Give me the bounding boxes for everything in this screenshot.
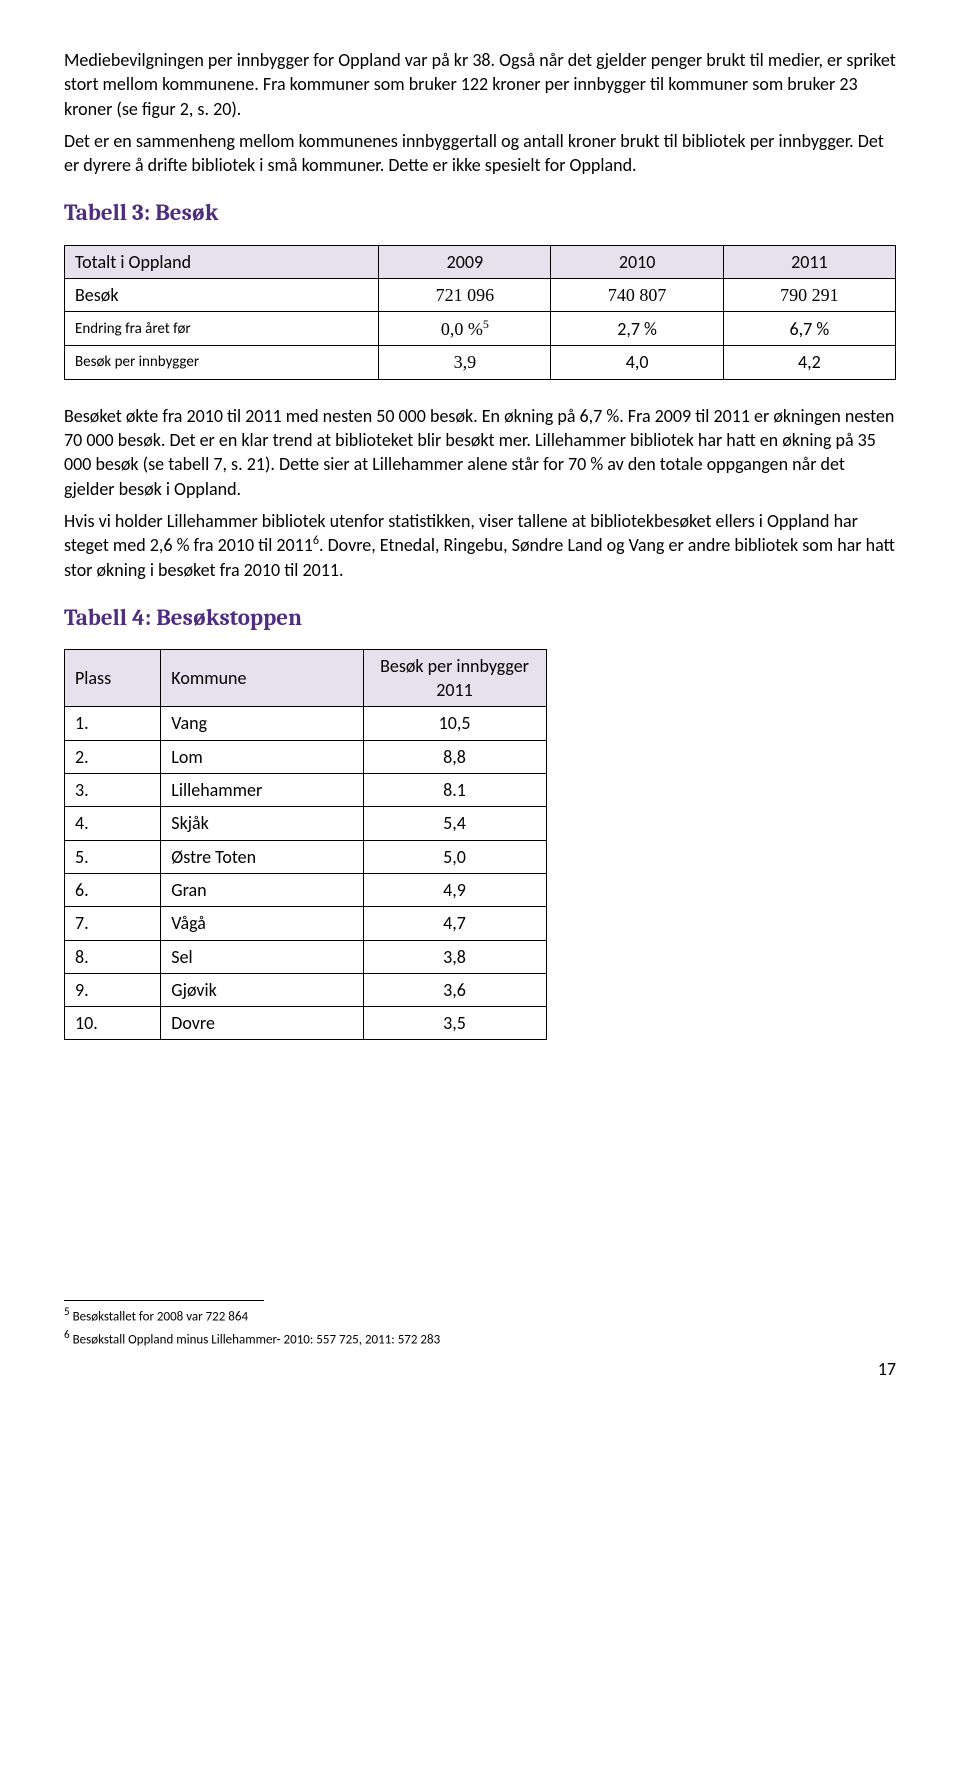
t4-cell-plass: 3. <box>65 774 161 807</box>
t4-cell-plass: 6. <box>65 873 161 906</box>
t4-cell-plass: 1. <box>65 707 161 740</box>
middle-paragraphs: Besøket økte fra 2010 til 2011 med neste… <box>64 404 896 582</box>
t4-cell-plass: 5. <box>65 840 161 873</box>
t4-cell-value: 5,4 <box>363 807 546 840</box>
t4-cell-kommune: Vågå <box>161 907 363 940</box>
t4-cell-value: 3,5 <box>363 1007 546 1040</box>
footnote-6: 6Besøkstall Oppland minus Lillehammer- 2… <box>64 1328 896 1349</box>
t3-r2-label: Besøk per innbygger <box>65 346 379 379</box>
t4-h0: Plass <box>65 649 161 707</box>
t3-r0-v2: 790 291 <box>723 278 895 311</box>
table-row: Endring fra året før 0,0 %5 2,7 % 6,7 % <box>65 312 896 346</box>
t3-h0: Totalt i Oppland <box>65 245 379 278</box>
footnote-ref-5: 5 <box>483 317 489 331</box>
table4: Plass Kommune Besøk per innbygger 2011 1… <box>64 649 547 1041</box>
t3-r0-v0: 721 096 <box>379 278 551 311</box>
intro-paragraphs: Mediebevilgningen per innbygger for Oppl… <box>64 48 896 177</box>
t3-r1-v2: 6,7 % <box>723 312 895 346</box>
t4-cell-plass: 2. <box>65 740 161 773</box>
t4-cell-value: 4,9 <box>363 873 546 906</box>
table-row: 4.Skjåk5,4 <box>65 807 547 840</box>
t3-r0-label: Besøk <box>65 278 379 311</box>
t3-h1: 2009 <box>379 245 551 278</box>
t4-cell-value: 10,5 <box>363 707 546 740</box>
t3-r1-v1: 2,7 % <box>551 312 723 346</box>
t4-cell-plass: 8. <box>65 940 161 973</box>
intro-p2: Det er en sammenheng mellom kommunenes i… <box>64 129 896 178</box>
table-row: 5.Østre Toten5,0 <box>65 840 547 873</box>
t4-cell-kommune: Vang <box>161 707 363 740</box>
t4-cell-plass: 10. <box>65 1007 161 1040</box>
table-row: 8.Sel3,8 <box>65 940 547 973</box>
table4-header-row: Plass Kommune Besøk per innbygger 2011 <box>65 649 547 707</box>
table3-header-row: Totalt i Oppland 2009 2010 2011 <box>65 245 896 278</box>
table-row: Besøk per innbygger 3,9 4,0 4,2 <box>65 346 896 379</box>
table-row: 2.Lom8,8 <box>65 740 547 773</box>
t4-h2: Besøk per innbygger 2011 <box>363 649 546 707</box>
t3-h3: 2011 <box>723 245 895 278</box>
t4-cell-plass: 4. <box>65 807 161 840</box>
t4-cell-value: 8,8 <box>363 740 546 773</box>
middle-p1a: Besøket økte fra 2010 til 2011 med neste… <box>64 404 896 501</box>
t4-cell-plass: 7. <box>65 907 161 940</box>
t3-r2-v1: 4,0 <box>551 346 723 379</box>
t4-cell-kommune: Sel <box>161 940 363 973</box>
table3: Totalt i Oppland 2009 2010 2011 Besøk 72… <box>64 245 896 380</box>
table-row: 7.Vågå4,7 <box>65 907 547 940</box>
t4-h1: Kommune <box>161 649 363 707</box>
t3-r2-v0: 3,9 <box>379 346 551 379</box>
t4-cell-value: 5,0 <box>363 840 546 873</box>
t4-cell-plass: 9. <box>65 973 161 1006</box>
footnote-rule <box>64 1300 264 1301</box>
t3-r1-v0: 0,0 %5 <box>379 312 551 346</box>
t4-cell-value: 8.1 <box>363 774 546 807</box>
t3-r0-v1: 740 807 <box>551 278 723 311</box>
footnote-5: 5Besøkstallet for 2008 var 722 864 <box>64 1305 896 1326</box>
t4-cell-kommune: Østre Toten <box>161 840 363 873</box>
t4-cell-kommune: Gran <box>161 873 363 906</box>
t4-cell-kommune: Lom <box>161 740 363 773</box>
footnotes: 5Besøkstallet for 2008 var 722 864 6Besø… <box>64 1300 896 1349</box>
table-row: 3.Lillehammer8.1 <box>65 774 547 807</box>
intro-p1: Mediebevilgningen per innbygger for Oppl… <box>64 48 896 121</box>
t4-cell-value: 3,6 <box>363 973 546 1006</box>
table-row: 10.Dovre3,5 <box>65 1007 547 1040</box>
t4-cell-kommune: Dovre <box>161 1007 363 1040</box>
t3-r2-v2: 4,2 <box>723 346 895 379</box>
table-row: Besøk 721 096 740 807 790 291 <box>65 278 896 311</box>
t3-r1-label: Endring fra året før <box>65 312 379 346</box>
table-row: 6.Gran4,9 <box>65 873 547 906</box>
t4-cell-value: 4,7 <box>363 907 546 940</box>
middle-p1b: Hvis vi holder Lillehammer bibliotek ute… <box>64 509 896 582</box>
table-row: 1.Vang10,5 <box>65 707 547 740</box>
t4-cell-kommune: Skjåk <box>161 807 363 840</box>
t4-cell-kommune: Lillehammer <box>161 774 363 807</box>
t3-h2: 2010 <box>551 245 723 278</box>
page-number: 17 <box>64 1357 896 1381</box>
table-row: 9.Gjøvik3,6 <box>65 973 547 1006</box>
t4-cell-value: 3,8 <box>363 940 546 973</box>
table4-title: Tabell 4: Besøkstoppen <box>64 602 896 633</box>
t4-cell-kommune: Gjøvik <box>161 973 363 1006</box>
table3-title: Tabell 3: Besøk <box>64 197 896 228</box>
